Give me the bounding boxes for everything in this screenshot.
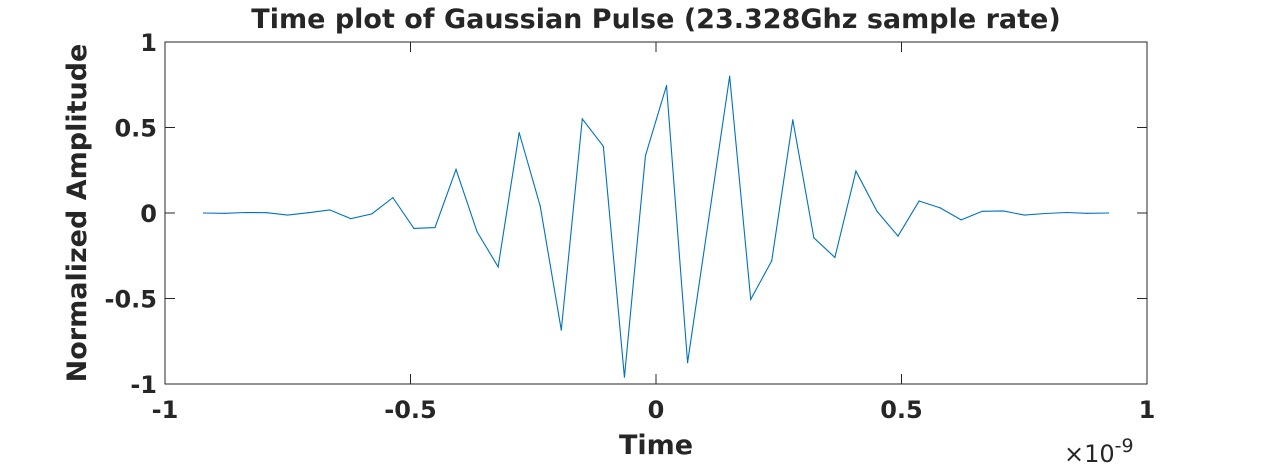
x-tick-label: 1 <box>1139 396 1156 424</box>
y-tick-labels: -1 -0.5 0 0.5 1 <box>105 29 157 399</box>
data-point <box>560 329 562 331</box>
y-axis-label: Normalized Amplitude <box>62 44 93 383</box>
data-point <box>686 362 689 364</box>
y-tick-label: 0 <box>140 200 157 228</box>
data-point <box>455 168 457 170</box>
data-point <box>813 237 815 239</box>
data-point <box>392 197 394 199</box>
data-point <box>329 209 331 211</box>
data-point <box>244 211 247 214</box>
x-tick-labels: -1 -0.5 0 0.5 1 <box>152 396 1156 424</box>
data-point <box>939 207 941 209</box>
data-point <box>518 132 520 134</box>
data-point <box>223 212 226 214</box>
data-point <box>834 256 836 259</box>
x-axis-multiplier: ×10-9 <box>1064 435 1134 468</box>
data-point <box>602 145 604 147</box>
y-tick-label: 1 <box>140 29 157 57</box>
x-axis-multiplier-exponent: -9 <box>1115 435 1134 457</box>
y-tick-label: -1 <box>130 371 157 399</box>
data-point <box>371 213 373 215</box>
data-point <box>1086 212 1089 214</box>
data-point <box>539 205 541 207</box>
data-point <box>897 235 899 237</box>
data-point <box>476 231 478 233</box>
x-tick-label: 0 <box>648 396 665 424</box>
series-line <box>203 76 1109 378</box>
data-point <box>1107 212 1110 214</box>
plot-frame <box>164 41 1148 385</box>
x-tick-label: -0.5 <box>384 396 436 424</box>
data-point <box>350 218 352 220</box>
data-point <box>497 266 499 268</box>
data-point <box>434 226 436 229</box>
data-point <box>413 227 415 229</box>
data-point <box>665 85 668 87</box>
chart-title: Time plot of Gaussian Pulse (23.328Ghz s… <box>251 4 1060 35</box>
x-axis-multiplier-base: ×10 <box>1064 440 1115 468</box>
data-point <box>729 75 731 77</box>
data-point <box>1065 211 1068 214</box>
data-point <box>287 214 289 216</box>
plot-area <box>165 42 1147 384</box>
x-axis-label: Time <box>619 430 693 461</box>
data-point <box>918 200 920 202</box>
series-points <box>202 75 1110 378</box>
data-point <box>1002 210 1004 212</box>
data-point <box>707 219 710 221</box>
y-tick-label: -0.5 <box>105 286 157 314</box>
data-point <box>1044 212 1046 215</box>
x-tick-label: -1 <box>152 396 179 424</box>
data-point <box>623 376 626 378</box>
data-point <box>581 118 583 120</box>
data-point <box>876 210 878 212</box>
y-tick-label: 0.5 <box>114 115 157 143</box>
data-point <box>792 119 794 121</box>
data-point <box>960 219 962 221</box>
data-point <box>771 260 773 262</box>
data-point <box>981 210 983 212</box>
x-tick-label: 0.5 <box>880 396 923 424</box>
data-point <box>308 212 310 214</box>
data-point <box>1023 214 1025 216</box>
data-point <box>644 155 647 157</box>
data-point <box>750 298 752 300</box>
data-point <box>855 170 857 172</box>
data-point <box>202 212 205 214</box>
data-point <box>265 212 268 214</box>
